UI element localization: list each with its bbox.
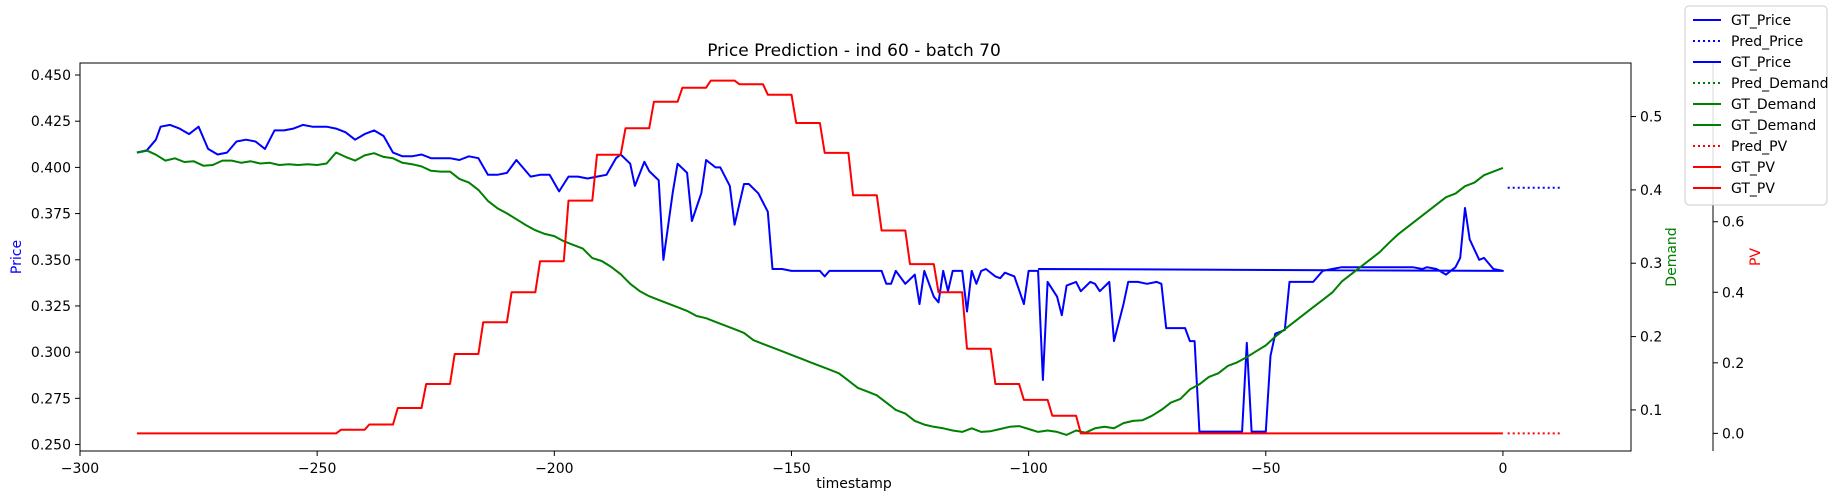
y-axis-label-pv: PV <box>1748 248 1764 266</box>
y-axis-label-demand: Demand <box>1664 227 1680 286</box>
demand-tick-label: 0.2 <box>1640 330 1662 346</box>
legend-label: GT_PV <box>1731 181 1775 197</box>
demand-tick-label: 0.3 <box>1640 256 1662 272</box>
plot-area <box>79 62 1632 452</box>
demand-tick-label: 0.5 <box>1640 110 1662 126</box>
price-tick-label: 0.425 <box>31 114 71 130</box>
pv-tick-label: 0.0 <box>1722 426 1744 442</box>
y-axis-label-price: Price <box>9 240 25 274</box>
pv-tick-label: 0.4 <box>1722 285 1744 301</box>
price-tick-label: 0.275 <box>31 391 71 407</box>
legend-label: GT_Demand <box>1731 118 1816 134</box>
plot-frame <box>79 62 1632 452</box>
legend-label: GT_Demand <box>1731 97 1816 113</box>
series-line-gt-pv-3 <box>136 79 1503 435</box>
x-tick-label: −300 <box>61 461 99 477</box>
legend-label: Pred_Demand <box>1731 76 1829 92</box>
series-line-gt-price-0 <box>136 123 1504 433</box>
x-tick-label: −50 <box>1251 461 1281 477</box>
x-tick-label: −250 <box>298 461 336 477</box>
price-tick-label: 0.400 <box>31 160 71 176</box>
x-axis: −300 −250 −200 −150 −100 −50 0 <box>61 451 1507 477</box>
x-tick-label: 0 <box>1498 461 1507 477</box>
y-axis-price: 0.250 0.275 0.300 0.325 0.350 0.375 0.400 0.425… <box>31 68 80 454</box>
series-line-gt-demand-2 <box>136 149 1504 436</box>
pv-tick-label: 0.6 <box>1722 215 1744 231</box>
demand-tick-label: 0.4 <box>1640 183 1662 199</box>
legend-label: GT_PV <box>1731 160 1775 176</box>
y-axis-demand: 0.1 0.2 0.3 0.4 0.5 <box>1631 110 1662 419</box>
x-axis-label: timestamp <box>816 476 892 492</box>
price-tick-label: 0.300 <box>31 345 71 361</box>
x-tick-label: −200 <box>535 461 573 477</box>
legend-label: GT_Price <box>1731 55 1791 71</box>
price-tick-label: 0.450 <box>31 68 71 84</box>
legend-label: Pred_Price <box>1731 34 1803 50</box>
price-tick-label: 0.350 <box>31 253 71 269</box>
demand-tick-label: 0.1 <box>1640 403 1662 419</box>
legend-label: Pred_PV <box>1731 139 1788 155</box>
x-tick-label: −100 <box>1009 461 1047 477</box>
pv-tick-label: 0.2 <box>1722 356 1744 372</box>
x-tick-label: −150 <box>772 461 810 477</box>
price-tick-label: 0.375 <box>31 207 71 223</box>
legend: GT_Price Pred_Price GT_Price Pred_Demand GT_… <box>1684 5 1829 206</box>
chart-title: Price Prediction - ind 60 - batch 70 <box>707 41 1001 61</box>
price-tick-label: 0.250 <box>31 438 71 454</box>
legend-box <box>1684 5 1828 206</box>
legend-label: GT_Price <box>1731 13 1791 29</box>
price-tick-label: 0.325 <box>31 299 71 315</box>
